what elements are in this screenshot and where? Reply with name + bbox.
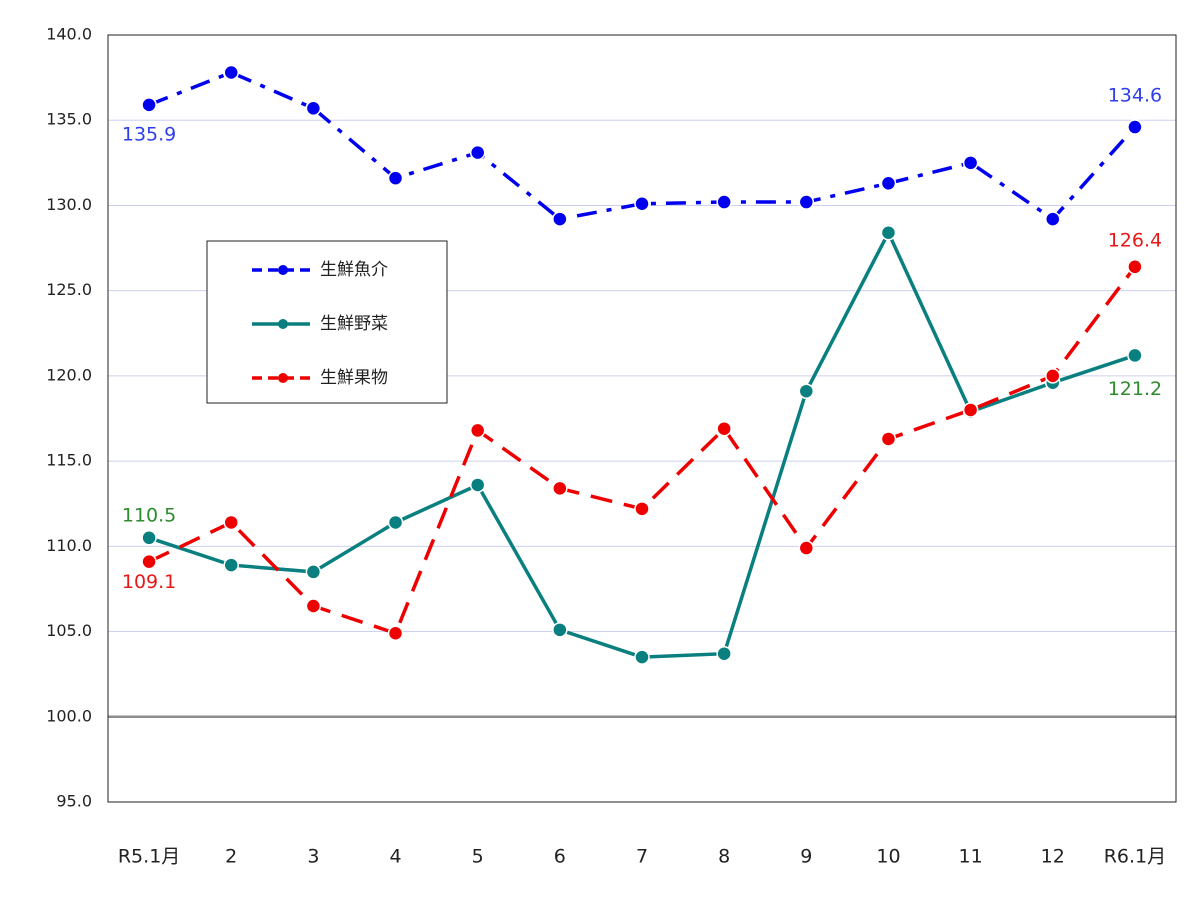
point bbox=[469, 422, 486, 439]
point bbox=[798, 383, 815, 399]
point bbox=[880, 431, 897, 447]
legend-marker bbox=[278, 319, 288, 329]
point bbox=[552, 480, 568, 497]
legend-marker bbox=[278, 373, 288, 383]
point bbox=[716, 645, 732, 662]
x-tick-label: 12 bbox=[1041, 846, 1065, 868]
point bbox=[141, 530, 157, 546]
point bbox=[469, 477, 486, 493]
x-tick-label: 10 bbox=[876, 846, 900, 868]
point bbox=[223, 514, 239, 531]
point bbox=[1127, 347, 1143, 364]
point bbox=[223, 64, 239, 81]
y-tick-label: 100.0 bbox=[46, 706, 92, 725]
legend-marker bbox=[278, 265, 288, 275]
x-tick-label: 7 bbox=[636, 846, 648, 868]
y-tick-label: 120.0 bbox=[46, 365, 92, 384]
point bbox=[880, 175, 897, 192]
legend-box bbox=[206, 240, 448, 404]
point bbox=[469, 144, 486, 161]
legend-label: 生鮮魚介 bbox=[320, 260, 388, 280]
point bbox=[141, 97, 157, 113]
point bbox=[387, 170, 404, 186]
point bbox=[387, 514, 404, 531]
point bbox=[634, 649, 650, 665]
point bbox=[798, 194, 815, 210]
legend-label: 生鮮野菜 bbox=[320, 314, 388, 334]
point bbox=[223, 557, 239, 573]
point bbox=[552, 622, 568, 638]
point bbox=[880, 224, 897, 241]
x-tick-label: 6 bbox=[554, 846, 566, 868]
point bbox=[716, 420, 732, 437]
x-tick-label: 2 bbox=[225, 846, 237, 868]
y-tick-label: 105.0 bbox=[46, 621, 92, 640]
x-tick-label: 3 bbox=[307, 846, 319, 868]
point bbox=[141, 553, 157, 570]
y-tick-label: 140.0 bbox=[46, 25, 92, 44]
x-tick-label: R5.1月 bbox=[118, 846, 180, 868]
value-label: 121.2 bbox=[1108, 378, 1162, 400]
value-label: 135.9 bbox=[122, 123, 176, 145]
plot-frame bbox=[107, 34, 1177, 803]
point bbox=[962, 402, 979, 418]
point bbox=[387, 625, 404, 642]
point bbox=[1045, 368, 1061, 384]
value-label: 126.4 bbox=[1108, 229, 1162, 251]
point bbox=[1127, 119, 1143, 135]
point bbox=[305, 598, 322, 614]
x-tick-label: 9 bbox=[800, 846, 812, 868]
y-tick-label: 130.0 bbox=[46, 195, 92, 214]
point bbox=[634, 501, 650, 517]
point bbox=[305, 564, 322, 580]
point bbox=[552, 211, 568, 227]
x-tick-label: 11 bbox=[959, 846, 983, 868]
value-label: 109.1 bbox=[122, 571, 176, 593]
value-label: 134.6 bbox=[1108, 85, 1162, 107]
y-tick-label: 135.0 bbox=[46, 110, 92, 129]
point bbox=[1045, 211, 1061, 227]
point bbox=[634, 195, 650, 212]
point bbox=[962, 155, 979, 171]
y-tick-label: 125.0 bbox=[46, 280, 92, 299]
legend-label: 生鮮果物 bbox=[320, 368, 388, 388]
x-tick-label: 4 bbox=[389, 846, 401, 868]
value-label: 110.5 bbox=[122, 504, 176, 526]
point bbox=[716, 194, 732, 210]
y-tick-label: 95.0 bbox=[56, 792, 92, 811]
point bbox=[305, 100, 322, 117]
point bbox=[798, 540, 815, 556]
x-tick-label: 8 bbox=[718, 846, 730, 868]
y-tick-label: 110.0 bbox=[46, 536, 92, 555]
y-tick-label: 115.0 bbox=[46, 451, 92, 470]
x-tick-label: R6.1月 bbox=[1104, 846, 1166, 868]
x-tick-label: 5 bbox=[472, 846, 484, 868]
point bbox=[1127, 259, 1143, 275]
